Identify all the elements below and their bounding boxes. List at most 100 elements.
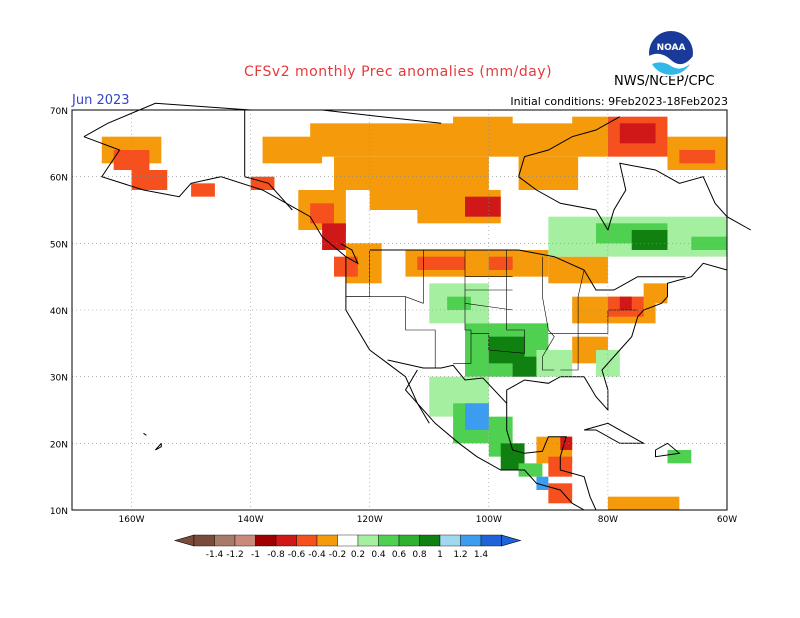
anomaly-cell <box>191 183 215 197</box>
state-border <box>405 250 436 368</box>
lon-label: 140W <box>238 515 264 525</box>
lon-label: 100W <box>476 515 502 525</box>
color-legend: -1.4 -1.2 -1 -0.8 -0.6 -0.4 -0.2 0.2 0.4 0.6 0.8 1 1… <box>173 534 522 560</box>
anomaly-cell <box>536 350 573 377</box>
state-border <box>471 250 525 354</box>
logo-text: NOAA <box>657 43 686 53</box>
coastline <box>387 359 508 404</box>
anomaly-cell <box>643 283 668 304</box>
lat-label: 50N <box>50 240 68 250</box>
longitude-labels: 160W 140W 120W 100W 80W 60W <box>119 515 738 525</box>
legend-swatch <box>460 534 482 547</box>
chart-title: CFSv2 monthly Prec anomalies (mm/day) <box>243 64 553 80</box>
lon-label: 80W <box>598 515 618 525</box>
coastline <box>518 116 621 177</box>
state-border <box>560 269 585 371</box>
legend-swatch <box>255 534 277 547</box>
anomaly-cell <box>518 463 543 477</box>
anomaly-cell <box>536 476 549 490</box>
legend-swatch <box>275 534 297 547</box>
legend-swatch <box>357 534 379 547</box>
legend-label: -1 <box>251 550 260 560</box>
anomaly-cell <box>250 176 275 190</box>
legend-label: 1 <box>437 550 443 560</box>
legend-label: 1.2 <box>453 550 467 560</box>
lat-label: 60N <box>50 174 68 184</box>
anomaly-cell <box>518 156 579 190</box>
legend-label: -1.4 <box>206 550 224 560</box>
coastline <box>404 369 430 424</box>
coastline <box>339 242 359 265</box>
anomaly-cell <box>334 156 489 190</box>
anomaly-cell <box>417 256 465 270</box>
legend-label: -0.2 <box>329 550 347 560</box>
anomaly-cell <box>631 230 668 250</box>
initial-conditions: Initial conditions: 9Feb2023-18Feb2023 <box>510 95 728 108</box>
anomaly-cell <box>113 150 150 170</box>
forecast-month: Jun 2023 <box>72 93 130 108</box>
lon-label: 160W <box>119 515 145 525</box>
anomaly-cell <box>310 203 334 224</box>
anomaly-field <box>101 116 727 510</box>
anomaly-cell <box>619 123 656 144</box>
legend-label: 0.8 <box>412 550 427 560</box>
coastline <box>506 262 728 412</box>
legend-label: -0.4 <box>308 550 326 560</box>
state-border <box>548 310 609 334</box>
coastline <box>155 442 162 451</box>
legend-swatch <box>193 534 215 547</box>
legend-label: -0.8 <box>267 550 285 560</box>
legend-high-arrow <box>501 534 522 547</box>
legend-swatch <box>296 534 318 547</box>
agency-label: NWS/NCEP/CPC <box>614 74 715 89</box>
coastline <box>244 110 293 211</box>
anomaly-cell <box>369 190 430 210</box>
anomaly-cell <box>465 196 501 217</box>
lat-label: 70N <box>50 107 68 117</box>
anomaly-cell <box>512 356 537 377</box>
lat-label: 30N <box>50 374 68 384</box>
lat-lon-grid <box>72 110 727 510</box>
anomaly-cell <box>560 436 573 450</box>
lon-label: 120W <box>357 515 383 525</box>
legend-label: 0.4 <box>371 550 386 560</box>
legend-swatch <box>398 534 420 547</box>
coastline <box>583 422 646 444</box>
lon-label: 60W <box>717 515 737 525</box>
anomaly-cell <box>488 256 513 270</box>
legend-label: 1.4 <box>474 550 489 560</box>
legend-label: -0.6 <box>288 550 306 560</box>
anomaly-cell <box>131 170 168 190</box>
legend-swatch <box>316 534 338 547</box>
anomaly-cell <box>572 116 608 137</box>
coastline <box>143 432 147 436</box>
legend-label: 0.6 <box>392 550 407 560</box>
state-border <box>542 256 555 371</box>
anomaly-cell <box>619 296 632 310</box>
latitude-labels: 70N 60N 50N 40N 30N 20N 10N <box>50 107 68 517</box>
anomaly-cell <box>322 223 346 250</box>
map-frame <box>71 109 728 511</box>
anomaly-cell <box>667 450 692 464</box>
noaa-logo-icon: NOAA <box>649 31 693 76</box>
anomaly-cell <box>453 116 513 137</box>
legend-swatch <box>214 534 236 547</box>
coastline <box>83 136 585 511</box>
legend-label: 0.2 <box>351 550 365 560</box>
legend-swatch <box>337 534 359 547</box>
legend-swatch <box>480 534 502 547</box>
legend-swatch <box>419 534 441 547</box>
anomaly-cell <box>691 236 727 250</box>
lat-label: 40N <box>50 307 68 317</box>
coastline <box>518 249 686 291</box>
anomaly-cell <box>548 256 608 284</box>
legend-swatch <box>439 534 461 547</box>
coastline <box>518 162 752 232</box>
anomaly-cell <box>679 150 716 164</box>
lat-label: 20N <box>50 440 68 450</box>
anomaly-cell <box>548 483 573 504</box>
lat-label: 10N <box>50 507 68 517</box>
coastline <box>655 442 681 458</box>
legend-low-arrow <box>173 534 195 547</box>
legend-label: -1.2 <box>226 550 244 560</box>
